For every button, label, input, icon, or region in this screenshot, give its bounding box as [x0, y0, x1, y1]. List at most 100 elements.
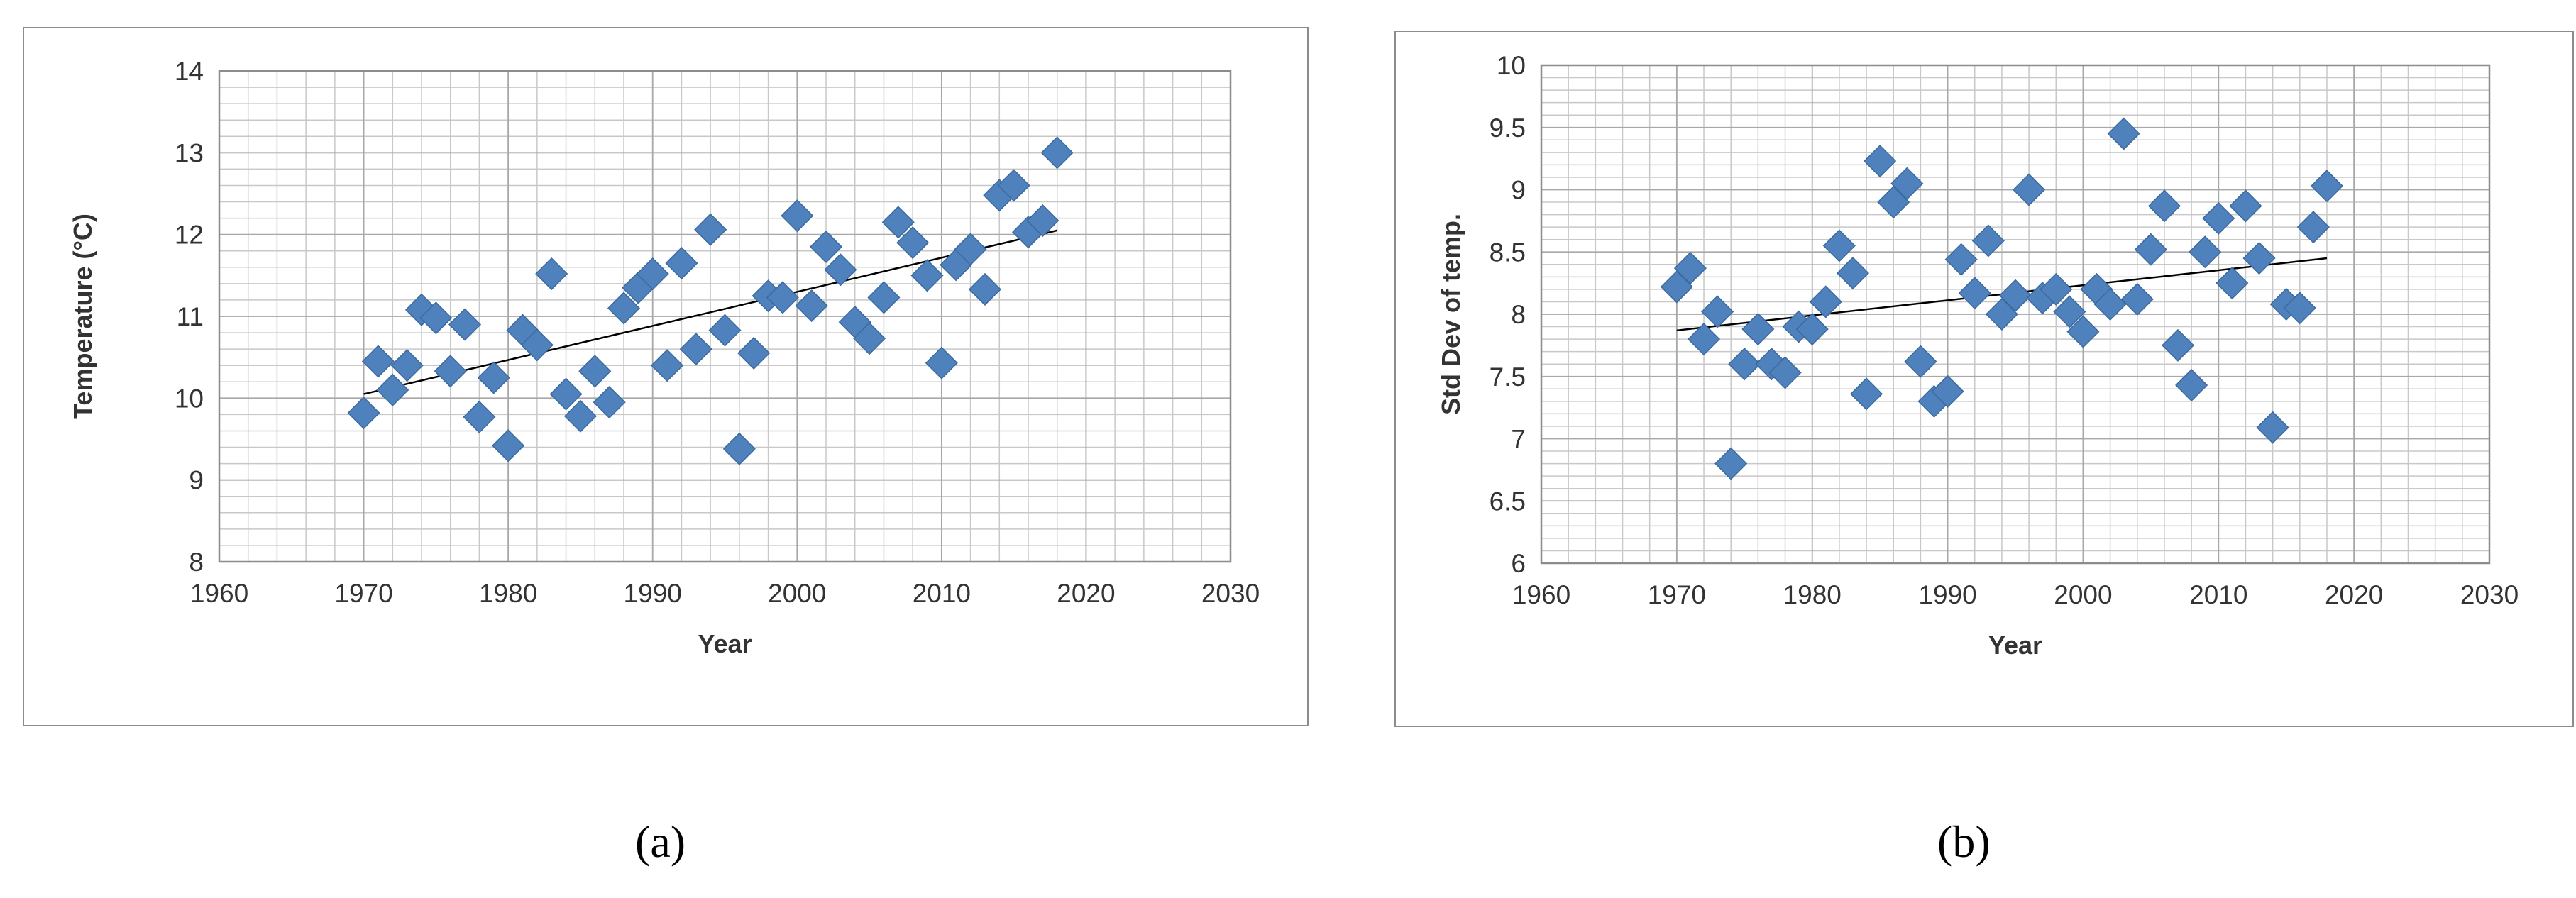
chart-a-svg: 8 9 10 11 12 13 14 1960 1970 1980 1990 2000 2010 2020…: [68, 57, 1260, 658]
data-point: [347, 397, 380, 430]
data-point: [1944, 243, 1978, 276]
data-point: [1040, 136, 1074, 170]
data-point: [390, 349, 424, 382]
trendline: [363, 229, 1058, 395]
data-point: [881, 206, 915, 239]
data-point: [809, 230, 843, 264]
data-point: [2310, 170, 2344, 203]
data-point: [1026, 204, 1059, 238]
data-point: [636, 257, 669, 291]
y-tick-label: 6: [1511, 549, 1526, 578]
data-point: [1809, 285, 1842, 318]
data-point: [1985, 297, 2018, 331]
x-tick-label: 1980: [479, 579, 537, 608]
data-point: [781, 199, 814, 233]
data-point: [607, 292, 641, 325]
data-point: [2189, 235, 2222, 269]
y-tick-label: 8: [1511, 300, 1526, 329]
data-point: [2161, 328, 2195, 362]
data-point: [1958, 277, 1991, 310]
data-point: [1849, 377, 1883, 411]
data-point: [2175, 368, 2208, 402]
x-tick-label: 2020: [1057, 579, 1115, 608]
data-point: [419, 301, 453, 335]
data-point: [795, 289, 828, 323]
data-point: [2093, 287, 2127, 321]
data-point: [853, 322, 886, 355]
x-tick-label: 1990: [1918, 580, 1976, 609]
y-axis-title: Temperature (°C): [68, 214, 97, 419]
data-point: [2053, 295, 2086, 328]
data-point: [578, 355, 612, 388]
data-point: [448, 308, 482, 341]
data-point: [2216, 267, 2249, 300]
data-point: [2283, 292, 2316, 325]
data-point: [1768, 356, 1802, 389]
data-point: [910, 259, 944, 292]
data-point: [1971, 224, 2005, 257]
x-axis-title: Year: [698, 629, 752, 658]
data-point: [737, 336, 771, 370]
chart-panel-b: 6 6.5 7 7.5 8 8.5 9 9.5 10 1960 1970 1980 1990 2000 20…: [1394, 31, 2574, 727]
data-point: [867, 281, 901, 314]
y-tick-label: 7: [1511, 425, 1526, 454]
data-point: [520, 328, 554, 362]
data-point: [708, 314, 742, 347]
data-point: [434, 355, 467, 388]
data-point: [694, 213, 727, 246]
y-tick-label: 12: [175, 221, 204, 250]
data-point: [651, 349, 684, 382]
data-point: [1687, 323, 1721, 356]
data-point: [1660, 270, 1693, 304]
plot-border-b: [1540, 64, 2491, 565]
x-tick-label: 2010: [2189, 580, 2247, 609]
y-tick-label: 9.5: [1490, 113, 1526, 143]
x-tick-label: 1970: [1648, 580, 1706, 609]
data-point: [463, 400, 496, 433]
y-axis-title: Std Dev of temp.: [1436, 214, 1465, 415]
data-point: [925, 346, 958, 379]
data-point: [2242, 241, 2276, 275]
y-tick-label: 8.5: [1490, 238, 1526, 267]
y-tick-label: 11: [177, 302, 204, 331]
data-point: [2134, 233, 2167, 266]
data-point: [1741, 312, 1775, 346]
y-tick-label: 6.5: [1490, 487, 1526, 516]
data-point: [1728, 348, 1761, 381]
x-tick-label: 1970: [334, 579, 392, 608]
data-point: [679, 333, 712, 366]
data-point: [2147, 189, 2181, 223]
data-point: [492, 429, 525, 462]
x-tick-label: 1990: [624, 579, 682, 608]
data-point: [549, 377, 583, 411]
data-point: [722, 432, 756, 465]
y-tick-label: 8: [189, 548, 204, 577]
data-point: [954, 233, 987, 266]
x-axis-title: Year: [1988, 631, 2042, 660]
data-point: [563, 399, 597, 433]
data-point: [1877, 185, 1910, 219]
data-point: [896, 226, 930, 260]
data-point: [2040, 272, 2073, 306]
data-point: [2066, 315, 2100, 348]
x-tick-label: 2000: [2054, 580, 2112, 609]
y-tick-label: 10: [1497, 51, 1526, 80]
data-point: [1998, 279, 2032, 312]
data-point: [766, 281, 799, 314]
data-point: [2256, 411, 2289, 444]
x-tick-label: 2030: [2460, 580, 2519, 609]
data-point: [1836, 257, 1870, 290]
data-point: [2296, 211, 2330, 244]
x-tick-label: 2000: [768, 579, 826, 608]
data-point: [1795, 312, 1829, 346]
data-point: [2202, 201, 2235, 235]
data-point: [477, 361, 510, 394]
data-point: [665, 246, 698, 280]
data-point: [376, 373, 409, 406]
y-tick-label: 14: [175, 57, 204, 86]
y-tick-label: 10: [175, 384, 204, 413]
data-point: [968, 272, 1001, 306]
data-point: [361, 345, 395, 378]
x-tick-label: 2010: [913, 579, 971, 608]
data-point: [1714, 447, 1748, 480]
